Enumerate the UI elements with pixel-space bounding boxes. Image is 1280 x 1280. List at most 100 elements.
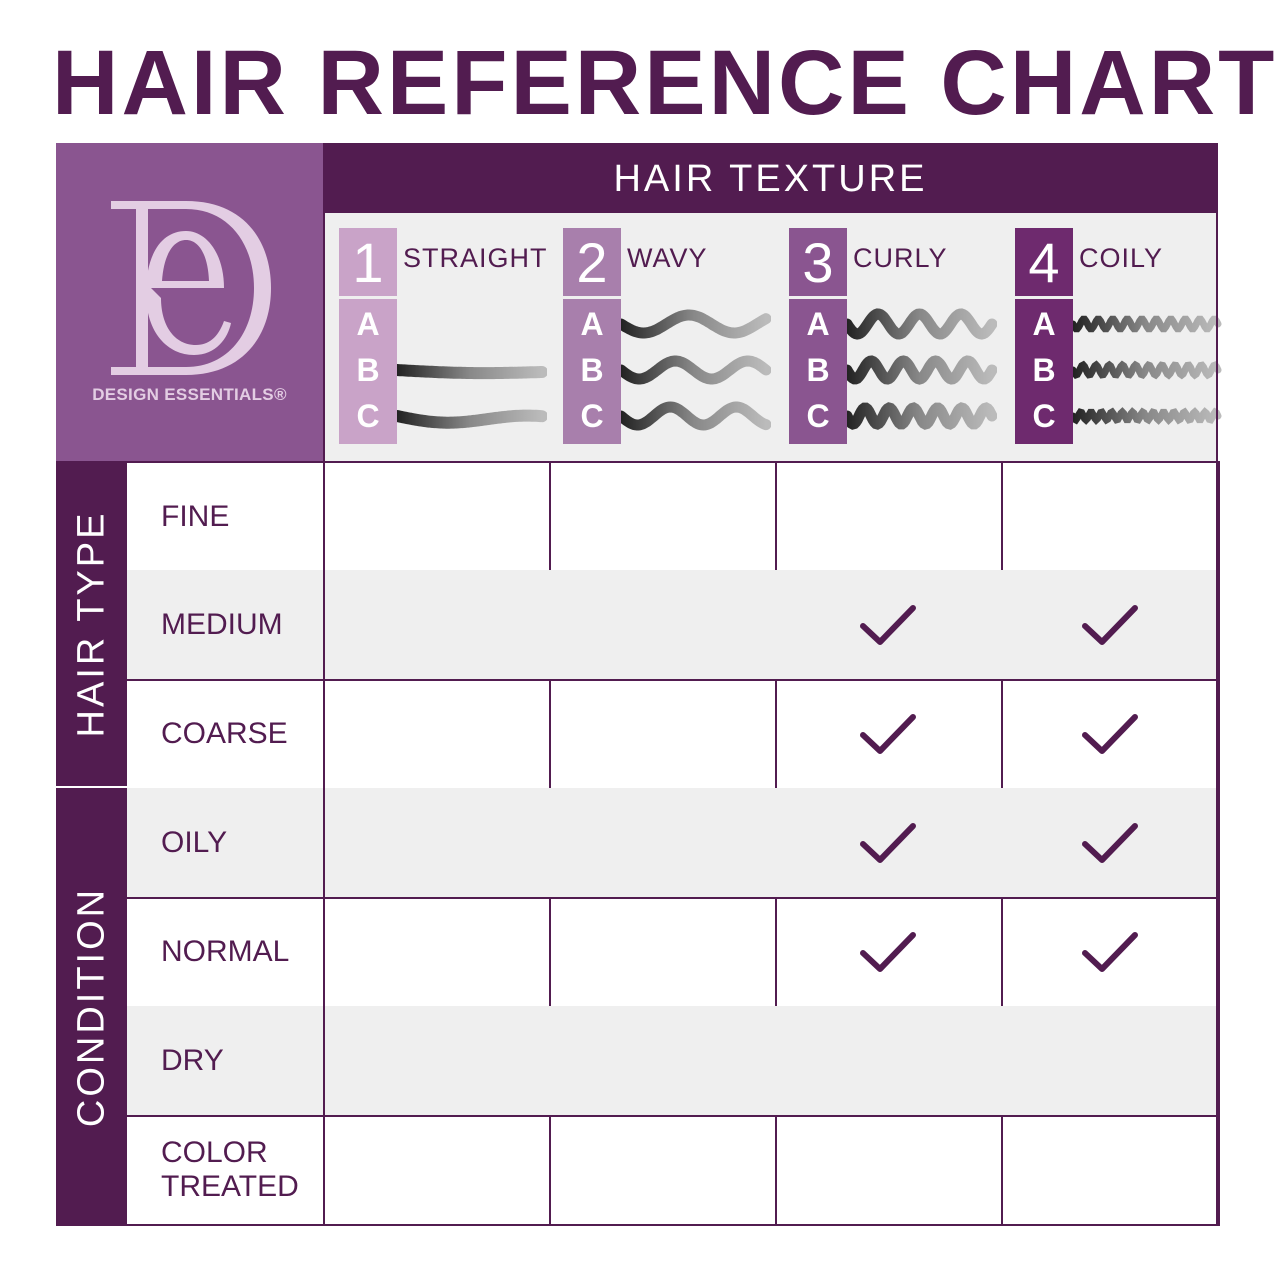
hair-strand-illustrations <box>621 309 771 431</box>
hair-strand-a <box>847 308 997 340</box>
subtype-label: C <box>1032 398 1056 434</box>
table-cell <box>549 570 777 681</box>
brand-name: DESIGN ESSENTIALS® <box>92 385 287 404</box>
row-label-oily: OILY <box>127 788 325 899</box>
texture-number: 2 <box>563 228 621 296</box>
table-cell <box>1001 570 1220 681</box>
table-cell <box>323 897 551 1008</box>
texture-name: WAVY <box>627 243 708 273</box>
hair-strand-a <box>1073 315 1222 333</box>
group-label-text: CONDITION <box>70 886 112 1128</box>
checkmark-icon <box>1081 931 1138 972</box>
hair-strand-a <box>621 309 771 339</box>
subtype-label: A <box>580 306 604 342</box>
row-label-text: DRY <box>161 1043 224 1077</box>
table-border-bottom <box>56 1224 1218 1226</box>
row-label-text: MEDIUM <box>161 607 283 641</box>
texture-number: 3 <box>789 228 847 296</box>
texture-number: 1 <box>339 228 397 296</box>
table-cell <box>1001 1115 1220 1226</box>
row-label-normal: NORMAL <box>127 897 325 1008</box>
row-label-color-treated: COLOR TREATED <box>127 1115 325 1226</box>
table-cell <box>775 897 1003 1008</box>
row-label-text: COARSE <box>161 716 288 750</box>
hair-strand-b <box>397 364 547 380</box>
table-cell <box>775 570 1003 681</box>
hair-strand-b <box>1073 360 1222 380</box>
hair-strand-c <box>397 409 547 429</box>
subtype-label: B <box>356 352 380 388</box>
table-cell <box>549 897 777 1008</box>
subtype-label: A <box>806 306 830 342</box>
table-cell <box>549 461 777 572</box>
table-cell <box>775 1115 1003 1226</box>
table-cell <box>323 788 551 899</box>
table-cell <box>1001 461 1220 572</box>
row-label-text: COLOR TREATED <box>161 1135 299 1203</box>
group-label-condition: CONDITION <box>56 788 127 1226</box>
subtype-label: C <box>806 398 830 434</box>
table-cell <box>775 461 1003 572</box>
table-cell <box>323 461 551 572</box>
table-cell <box>1001 1006 1220 1117</box>
table-cell <box>549 1006 777 1117</box>
row-label-dry: DRY <box>127 1006 325 1117</box>
hair-strand-c <box>1073 407 1222 426</box>
hair-texture-header: HAIR TEXTURE <box>323 143 1218 213</box>
hair-strand-c <box>847 402 997 430</box>
row-label-text: OILY <box>161 825 228 859</box>
table-border-right <box>1216 143 1218 1226</box>
hair-strand-b <box>621 355 771 385</box>
hair-strand-c <box>621 401 771 431</box>
subtype-label: B <box>806 352 830 388</box>
row-label-coarse: COARSE <box>127 679 325 790</box>
subtype-label: B <box>580 352 604 388</box>
hair-strand-illustrations <box>1073 315 1222 426</box>
table-cell <box>323 679 551 790</box>
group-label-hair-type: HAIR TYPE <box>56 461 127 788</box>
hair-strand-illustrations <box>847 308 997 430</box>
table-cell <box>549 1115 777 1226</box>
subtype-label: B <box>1032 352 1056 388</box>
page-title: HAIR REFERENCE CHART <box>52 32 1278 134</box>
texture-name: STRAIGHT <box>403 243 548 273</box>
row-label-text: FINE <box>161 499 230 533</box>
design-essentials-logo <box>111 201 271 375</box>
texture-name: COILY <box>1079 243 1164 273</box>
table-cell <box>323 1006 551 1117</box>
subtype-label: A <box>356 306 380 342</box>
table-cell <box>1001 679 1220 790</box>
subtype-label: C <box>580 398 604 434</box>
checkmark-icon <box>1081 604 1138 645</box>
row-label-fine: FINE <box>127 461 325 572</box>
table-cell <box>549 788 777 899</box>
checkmark-icon <box>1081 822 1138 863</box>
subtype-label: A <box>1032 306 1056 342</box>
table-cell <box>323 570 551 681</box>
group-label-text: HAIR TYPE <box>70 510 112 737</box>
subtype-label: C <box>356 398 380 434</box>
checkmark-icon <box>860 713 916 754</box>
row-label-medium: MEDIUM <box>127 570 325 681</box>
table-cell <box>1001 897 1220 1008</box>
checkmark-icon <box>860 604 916 645</box>
checkmark-icon <box>860 931 916 972</box>
texture-number: 4 <box>1015 228 1073 296</box>
table-cell <box>549 679 777 790</box>
checkmark-icon <box>860 822 916 863</box>
table-cell <box>775 788 1003 899</box>
row-label-text: NORMAL <box>161 934 290 968</box>
table-cell <box>323 1115 551 1226</box>
texture-name: CURLY <box>853 243 948 273</box>
table-cell <box>1001 788 1220 899</box>
brand-logo-panel: DESIGN ESSENTIALS® <box>56 143 323 461</box>
